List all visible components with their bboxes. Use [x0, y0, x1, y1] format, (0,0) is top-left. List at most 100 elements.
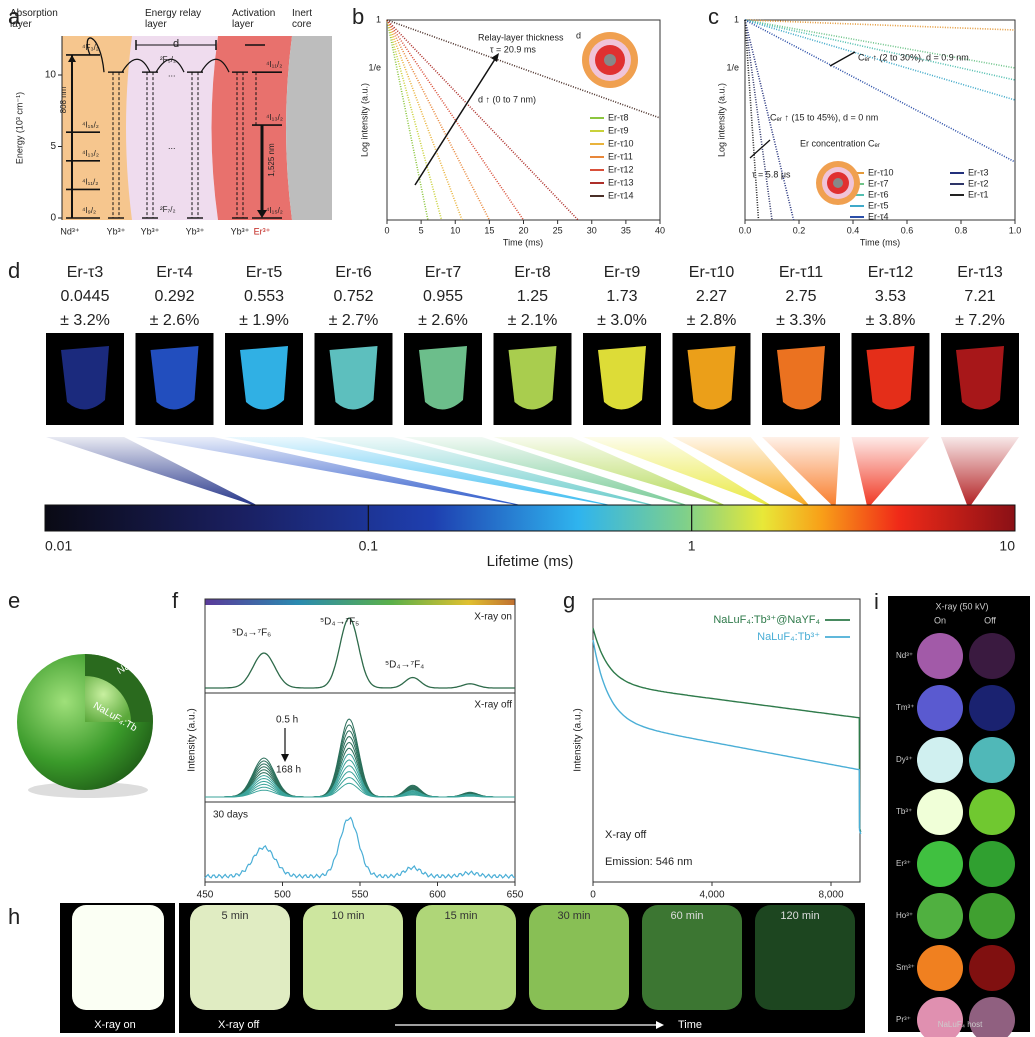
label: 1/e [368, 62, 381, 72]
legend-label: Er-τ10 [868, 167, 894, 177]
well-off [969, 841, 1015, 887]
lifetime: 0.292 [154, 288, 194, 305]
legend-label: Er-τ4 [868, 211, 889, 221]
plot-frame [205, 599, 515, 882]
label: 500 [274, 890, 291, 901]
legend-label: Er-τ6 [868, 189, 889, 199]
row-label: Sm³⁺ [896, 963, 915, 972]
label: 30 days [213, 810, 248, 821]
lifetime: 0.0445 [61, 288, 110, 305]
error: ± 2.8% [687, 312, 737, 329]
label: 8,000 [818, 890, 843, 901]
well-on [917, 841, 963, 887]
label: 40 [655, 225, 665, 235]
luminescence [598, 346, 646, 410]
label: ⁵D₄→⁷F₆ [232, 628, 271, 639]
panel-label: c [708, 4, 719, 29]
error: ± 2.6% [150, 312, 200, 329]
label: ⁴I₁₅/₂ [266, 206, 283, 215]
spectrum [205, 818, 515, 879]
layer-title: Energy relay layer [145, 8, 215, 30]
label: 5 [419, 225, 424, 235]
colorbar-tick: 0.1 [359, 538, 379, 554]
lifetime: 7.21 [964, 288, 995, 305]
label: 600 [429, 890, 446, 901]
label: ²F₅/₂ [160, 55, 176, 64]
x-axis-label: Time (ms) [860, 237, 900, 247]
tube-on [72, 905, 164, 1010]
label: 450 [197, 890, 214, 901]
time-label: 60 min [670, 910, 703, 922]
sample-name: Er-τ10 [689, 264, 735, 281]
decay-curve [387, 20, 489, 220]
label: 0.8 [955, 225, 968, 235]
label: Emission: 546 nm [605, 856, 692, 868]
sample-name: Er-τ7 [425, 264, 462, 281]
legend-label: Er-τ8 [608, 112, 629, 122]
label: ... [168, 141, 176, 151]
label: ²F₇/₂ [160, 205, 176, 214]
row-label: Dy³⁺ [896, 755, 913, 764]
legend-label: Er-τ5 [868, 200, 889, 210]
label: 25 [553, 225, 563, 235]
colorbar-tick: 1 [688, 538, 696, 554]
label: 1/e [726, 62, 739, 72]
decay-curve [593, 640, 861, 834]
legend-label: Er-τ7 [868, 178, 889, 188]
error: ± 2.1% [508, 312, 558, 329]
well-off [969, 685, 1015, 731]
panel-label: f [172, 588, 179, 613]
panel-label: g [563, 588, 575, 613]
colorbar-tick: 10 [999, 538, 1015, 554]
label: ⁴I₁₁/₂ [266, 60, 282, 69]
sample-name: Er-τ4 [156, 264, 193, 281]
layer-title: Inert core [292, 8, 332, 34]
sample-name: Er-τ13 [957, 264, 1003, 281]
legend-label: Er-τ10 [608, 138, 634, 148]
time-label: 15 min [444, 910, 477, 922]
label: 168 h [276, 765, 301, 776]
arrow [415, 56, 497, 185]
y-axis-label: Energy (10³ cm⁻¹) [14, 92, 24, 164]
inset-sphere [604, 54, 616, 66]
label: 0.2 [793, 225, 806, 235]
time-label: 120 min [780, 910, 819, 922]
error: ± 3.2% [60, 312, 110, 329]
label: d [576, 30, 581, 40]
legend-label: NaLuF₄:Tb³⁺@NaYF₄ [713, 614, 820, 626]
row-label: Tb³⁺ [896, 807, 912, 816]
decay-curve [387, 20, 442, 220]
x-axis-label: Time (ms) [503, 237, 543, 247]
layer-title: Inert core [292, 8, 332, 30]
colorbar-label: Lifetime (ms) [487, 553, 574, 570]
label: 550 [352, 890, 369, 901]
sample-name: Er-τ6 [335, 264, 372, 281]
luminescence [956, 346, 1004, 410]
label: 4,000 [699, 890, 724, 901]
label: X-ray on [94, 1019, 136, 1031]
colorbar-tick: 0.01 [45, 538, 72, 554]
label: Cₑᵣ ↑ (15 to 45%), d = 0 nm [770, 112, 878, 122]
label: ⁴I₁₃/₂ [82, 149, 99, 158]
arrow [830, 52, 855, 66]
layer-title: Absorption layer [10, 8, 70, 30]
luminescence [688, 346, 736, 410]
label: X-ray on [474, 612, 512, 623]
luminescence [330, 346, 378, 410]
label: Cₑᵣ ↑ (2 to 30%), d = 0.9 nm [858, 52, 969, 62]
lifetime-pointer [852, 437, 930, 505]
well-off [969, 633, 1015, 679]
row-label: Tm³⁺ [896, 703, 914, 712]
d-label: d [173, 38, 179, 50]
time-label: 10 min [331, 910, 364, 922]
label: 0 [384, 225, 389, 235]
label: NaLuF₄ host [938, 1020, 983, 1029]
label: 1 [734, 14, 739, 24]
luminescence [240, 346, 288, 410]
well-off [969, 945, 1015, 991]
legend-label: Er-τ12 [608, 164, 634, 174]
label: X-ray off [474, 700, 512, 711]
sample-name: Er-τ5 [246, 264, 283, 281]
label: 0 [50, 213, 56, 224]
label: On [934, 615, 946, 625]
